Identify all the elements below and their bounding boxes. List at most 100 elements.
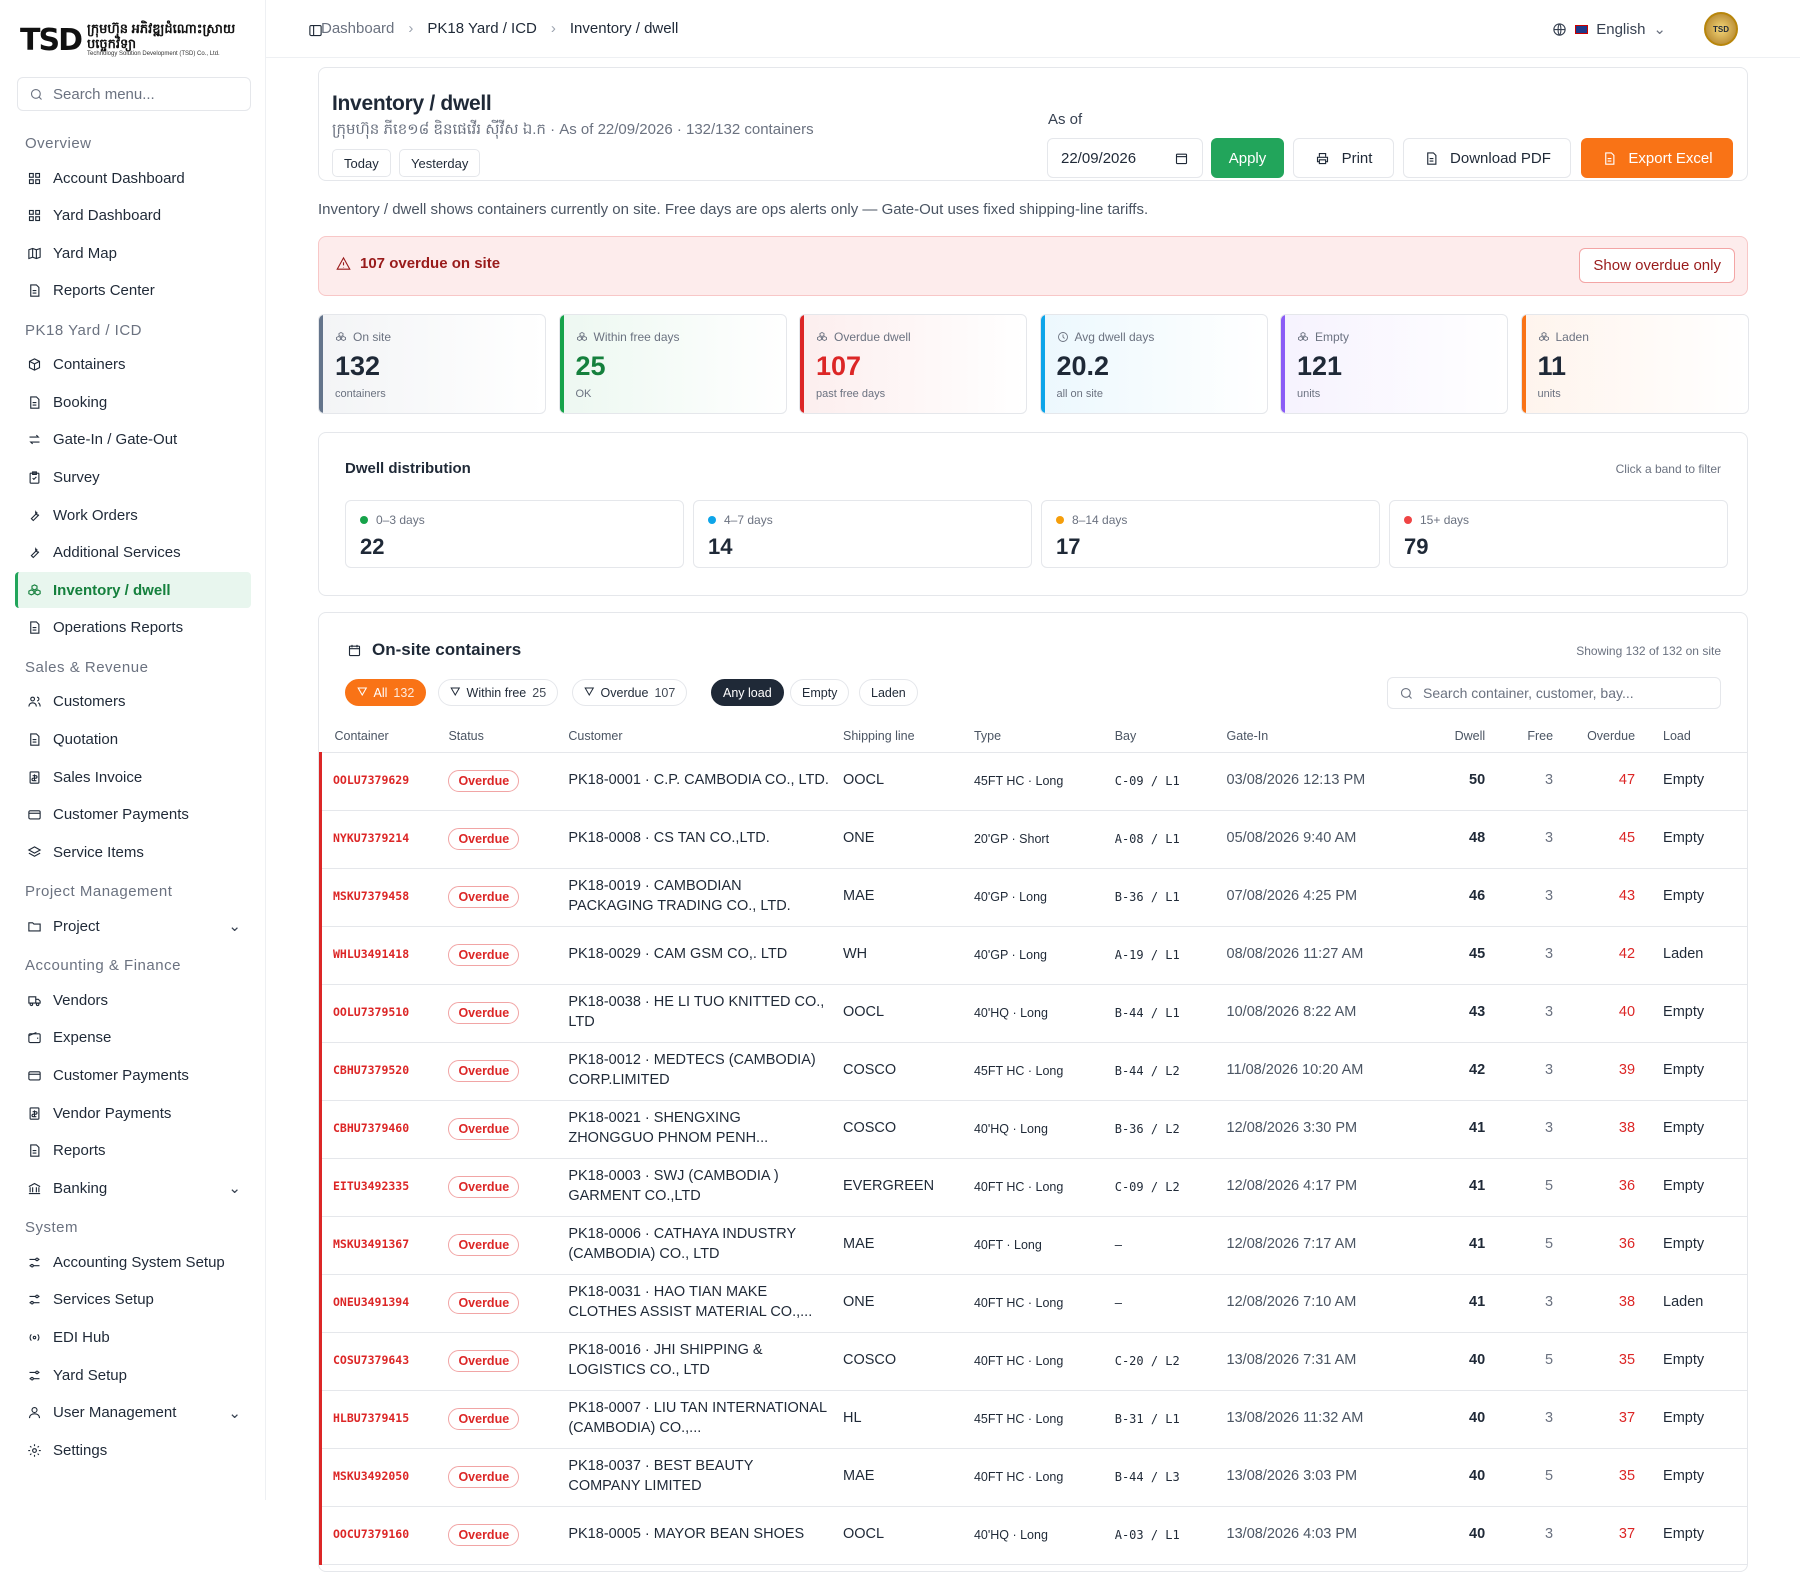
sidebar-item-banking[interactable]: Banking ⌄: [15, 1170, 251, 1206]
export-excel-button[interactable]: Export Excel: [1581, 138, 1733, 178]
sidebar-item-booking[interactable]: Booking: [15, 384, 251, 420]
yesterday-chip[interactable]: Yesterday: [399, 149, 481, 177]
filter-any-load[interactable]: Any load: [711, 679, 784, 706]
sidebar-item-account-dashboard[interactable]: Account Dashboard: [15, 160, 251, 196]
sidebar-item-reports-center[interactable]: Reports Center: [15, 273, 251, 309]
sidebar-item-customers[interactable]: Customers: [15, 684, 251, 720]
table-row[interactable]: HLBU7379415 Overdue PK18-0007 · LIU TAN IN…: [319, 1390, 1747, 1449]
sidebar-item-sales-invoice[interactable]: Sales Invoice: [15, 759, 251, 795]
breadcrumb-dashboard[interactable]: Dashboard: [321, 20, 395, 37]
cell-container[interactable]: HLBU7379415: [319, 1390, 435, 1449]
column-header-shipping-line[interactable]: Shipping line: [829, 720, 960, 753]
cell-container[interactable]: MSKU3491367: [319, 1216, 435, 1275]
sidebar-item-additional-services[interactable]: Additional Services: [15, 535, 251, 571]
cell-container[interactable]: EITU3492335: [319, 1158, 435, 1217]
sidebar-item-settings[interactable]: Settings: [15, 1432, 251, 1468]
sidebar-item-survey[interactable]: Survey: [15, 460, 251, 496]
cell-container[interactable]: ONEU3491394: [319, 1274, 435, 1333]
as-of-date-input[interactable]: 22/09/2026: [1047, 138, 1203, 178]
sidebar-item-yard-map[interactable]: Yard Map: [15, 235, 251, 271]
kpi-card-within-free-days[interactable]: Within free days 25 OK: [558, 314, 787, 414]
sidebar-item-vendor-payments[interactable]: Vendor Payments: [15, 1095, 251, 1131]
sidebar-item-project[interactable]: Project ⌄: [15, 908, 251, 944]
column-header-type[interactable]: Type: [959, 720, 1101, 753]
sidebar-item-operations-reports[interactable]: Operations Reports: [15, 610, 251, 646]
today-chip[interactable]: Today: [332, 149, 391, 177]
calendar-icon[interactable]: [1173, 150, 1189, 166]
column-header-container[interactable]: Container: [320, 720, 435, 753]
container-search-input[interactable]: Search container, customer, bay...: [1387, 677, 1721, 709]
dwell-band-2[interactable]: 4–7 days 14: [693, 500, 1032, 568]
sidebar-item-gate-in-gate-out[interactable]: Gate-In / Gate-Out: [15, 422, 251, 458]
kpi-card-empty[interactable]: Empty 121 units: [1280, 314, 1508, 414]
search-menu-input[interactable]: Search menu...: [17, 77, 251, 111]
cell-container[interactable]: NYKU7379214: [319, 810, 435, 869]
kpi-card-on-site[interactable]: On site 132 containers: [318, 314, 546, 414]
avatar[interactable]: TSD: [1704, 12, 1738, 46]
sidebar-item-vendors[interactable]: Vendors: [15, 982, 251, 1018]
sidebar-item-services-setup[interactable]: Services Setup: [15, 1282, 251, 1318]
table-row[interactable]: CBHU7379460 Overdue PK18-0021 · SHENGXING …: [319, 1100, 1747, 1159]
sidebar-item-user-management[interactable]: User Management ⌄: [15, 1395, 251, 1431]
sidebar-item-customer-payments[interactable]: Customer Payments: [15, 797, 251, 833]
sidebar-item-service-items[interactable]: Service Items: [15, 834, 251, 870]
column-header-load[interactable]: Load: [1649, 720, 1747, 753]
table-row[interactable]: MSKU7379458 Overdue PK18-0019 · CAMBODIAN …: [319, 868, 1747, 927]
company-logo[interactable]: TSD ក្រុមហ៊ុន អភិវឌ្ឍដំណោះស្រាយបច្ចេកវិទ…: [20, 20, 250, 60]
table-row[interactable]: NYKU7379214 Overdue PK18-0008 · CS TAN CO.…: [319, 810, 1747, 869]
table-row[interactable]: OOLU7379510 Overdue PK18-0038 · HE LI TUO …: [319, 984, 1747, 1043]
sidebar-item-accounting-system-setup[interactable]: Accounting System Setup: [15, 1244, 251, 1280]
filter-all[interactable]: ⛛ All 132: [345, 679, 427, 706]
filter-within-free[interactable]: ⛛ Within free 25: [438, 679, 559, 706]
table-row[interactable]: MSKU3492050 Overdue PK18-0037 · BEST BEAUT…: [319, 1448, 1747, 1507]
column-header-status[interactable]: Status: [434, 720, 555, 753]
dwell-band-4[interactable]: 15+ days 79: [1389, 500, 1728, 568]
sidebar-item-yard-setup[interactable]: Yard Setup: [15, 1357, 251, 1393]
table-row[interactable]: ONEU3491394 Overdue PK18-0031 · HAO TIAN M…: [319, 1274, 1747, 1333]
cell-container[interactable]: WHLU3491418: [319, 926, 435, 985]
table-row[interactable]: OOLU7379629 Overdue PK18-0001 · C.P. CAMBO…: [319, 752, 1747, 811]
column-header-free[interactable]: Free: [1499, 720, 1568, 753]
sidebar-item-edi-hub[interactable]: EDI Hub: [15, 1319, 251, 1355]
sidebar-item-reports[interactable]: Reports: [15, 1133, 251, 1169]
cell-container[interactable]: CBHU7379460: [319, 1100, 435, 1159]
apply-button[interactable]: Apply: [1211, 138, 1284, 178]
print-button[interactable]: Print: [1293, 138, 1394, 178]
filter-empty[interactable]: Empty: [790, 679, 850, 706]
sidebar-item-inventory-dwell[interactable]: Inventory / dwell: [15, 572, 251, 609]
sidebar-item-quotation[interactable]: Quotation: [15, 722, 251, 758]
cell-container[interactable]: COSU7379643: [319, 1332, 435, 1391]
show-overdue-only-button[interactable]: Show overdue only: [1579, 248, 1735, 283]
table-row[interactable]: OOCU7379160 Overdue PK18-0005 · MAYOR BEAN…: [319, 1506, 1747, 1565]
sidebar-item-customer-payments[interactable]: Customer Payments: [15, 1058, 251, 1094]
breadcrumb-yard[interactable]: PK18 Yard / ICD: [427, 20, 537, 37]
table-row[interactable]: WHLU3491418 Overdue PK18-0029 · CAM GSM CO…: [319, 926, 1747, 985]
table-row[interactable]: COSU7379643 Overdue PK18-0016 · JHI SHIPPI…: [319, 1332, 1747, 1391]
language-selector[interactable]: English ⌄: [1551, 20, 1666, 38]
column-header-dwell[interactable]: Dwell: [1418, 720, 1500, 753]
column-header-gate-in[interactable]: Gate-In: [1212, 720, 1419, 753]
table-row[interactable]: CBHU7379520 Overdue PK18-0012 · MEDTECS (C…: [319, 1042, 1747, 1101]
sidebar-item-work-orders[interactable]: Work Orders: [15, 497, 251, 533]
kpi-card-laden[interactable]: Laden 11 units: [1520, 314, 1749, 414]
download-pdf-button[interactable]: Download PDF: [1403, 138, 1571, 178]
sidebar-item-expense[interactable]: Expense: [15, 1020, 251, 1056]
column-header-bay[interactable]: Bay: [1100, 720, 1213, 753]
column-header-customer[interactable]: Customer: [554, 720, 829, 753]
table-row[interactable]: EITU3492335 Overdue PK18-0003 · SWJ (CAMBO…: [319, 1158, 1747, 1217]
sidebar-toggle-icon[interactable]: [307, 22, 323, 38]
table-row[interactable]: MSKU3491367 Overdue PK18-0006 · CATHAYA IN…: [319, 1216, 1747, 1275]
cell-container[interactable]: OOLU7379629: [319, 752, 435, 811]
cell-container[interactable]: OOCU7379160: [319, 1506, 435, 1565]
filter-overdue[interactable]: ⛛ Overdue 107: [572, 679, 688, 706]
dwell-band-1[interactable]: 0–3 days 22: [345, 500, 684, 568]
cell-container[interactable]: CBHU7379520: [319, 1042, 435, 1101]
column-header-overdue[interactable]: Overdue: [1567, 720, 1650, 753]
cell-container[interactable]: MSKU7379458: [319, 868, 435, 927]
sidebar-item-yard-dashboard[interactable]: Yard Dashboard: [15, 198, 251, 234]
kpi-card-avg-dwell-days[interactable]: Avg dwell days 20.2 all on site: [1039, 314, 1268, 414]
kpi-card-overdue-dwell[interactable]: Overdue dwell 107 past free days: [799, 314, 1027, 414]
dwell-band-3[interactable]: 8–14 days 17: [1041, 500, 1380, 568]
cell-container[interactable]: MSKU3492050: [319, 1448, 435, 1507]
filter-laden[interactable]: Laden: [859, 679, 918, 706]
